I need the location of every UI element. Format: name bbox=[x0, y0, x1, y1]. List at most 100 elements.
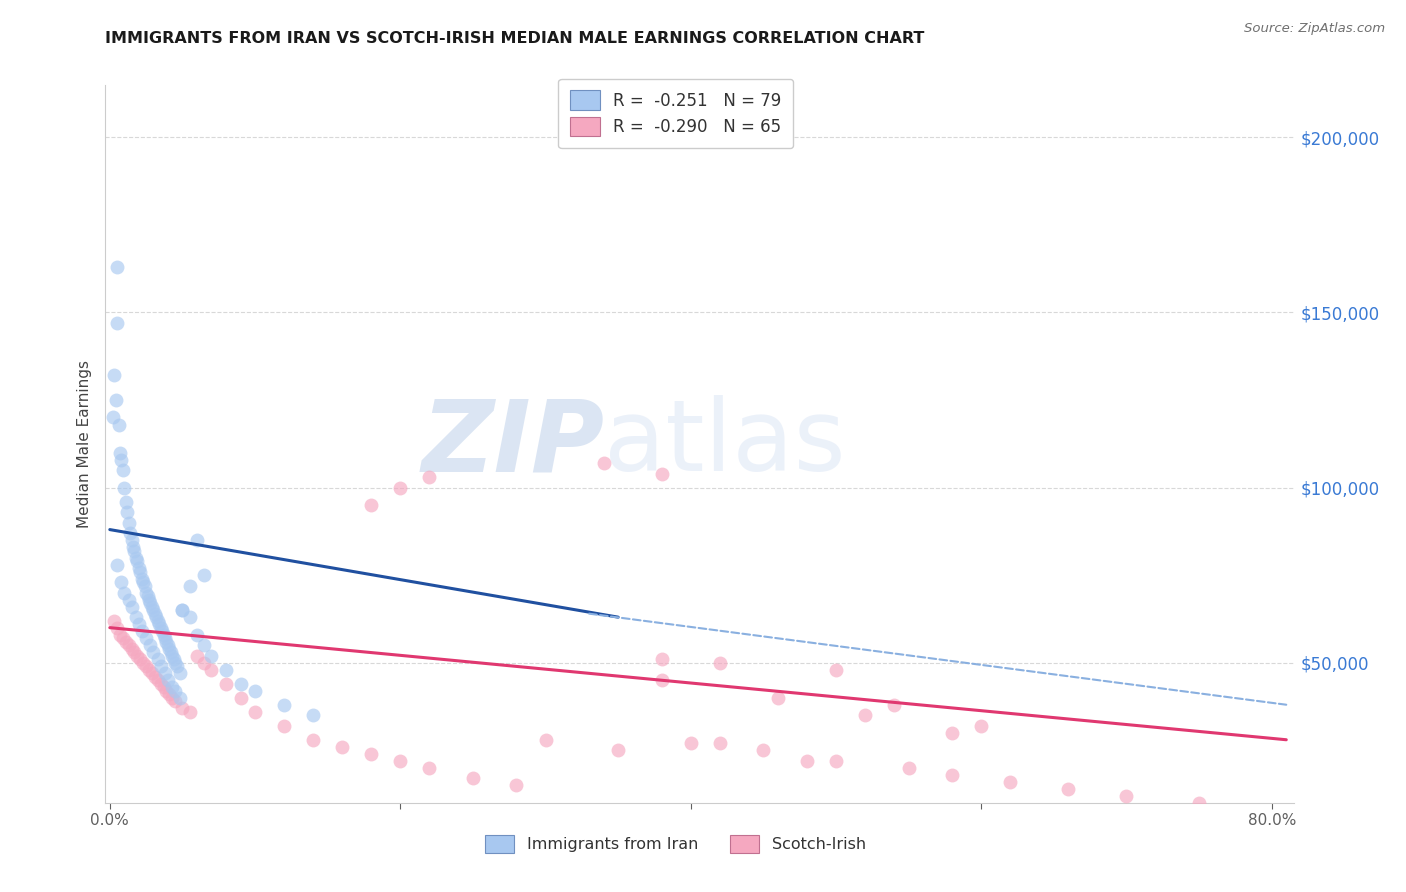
Point bbox=[186, 533, 208, 547]
Point bbox=[1000, 774, 1022, 789]
Point bbox=[162, 680, 184, 694]
Point bbox=[108, 628, 131, 642]
Point bbox=[766, 690, 789, 705]
Point bbox=[172, 603, 194, 617]
Point bbox=[149, 676, 172, 690]
Point bbox=[135, 659, 157, 673]
Point bbox=[155, 683, 177, 698]
Point bbox=[169, 690, 191, 705]
Point bbox=[152, 680, 174, 694]
Point bbox=[112, 585, 135, 599]
Point bbox=[273, 698, 295, 712]
Point bbox=[193, 568, 215, 582]
Point bbox=[157, 641, 180, 656]
Point bbox=[124, 645, 146, 659]
Point bbox=[172, 701, 194, 715]
Point bbox=[128, 617, 150, 632]
Point bbox=[132, 656, 155, 670]
Point bbox=[163, 652, 186, 666]
Point bbox=[1057, 781, 1080, 796]
Point bbox=[152, 628, 174, 642]
Point bbox=[153, 631, 176, 645]
Point bbox=[103, 614, 125, 628]
Point bbox=[150, 624, 173, 639]
Point bbox=[125, 550, 148, 565]
Point bbox=[121, 599, 143, 614]
Point bbox=[128, 561, 150, 575]
Point bbox=[162, 690, 184, 705]
Point bbox=[120, 526, 142, 541]
Point bbox=[118, 516, 141, 530]
Point bbox=[121, 641, 143, 656]
Point bbox=[124, 543, 146, 558]
Point bbox=[215, 676, 238, 690]
Point bbox=[709, 736, 731, 750]
Point bbox=[105, 558, 128, 572]
Point bbox=[155, 634, 177, 648]
Point bbox=[273, 719, 295, 733]
Point bbox=[142, 603, 165, 617]
Point bbox=[141, 599, 163, 614]
Point bbox=[461, 772, 484, 786]
Point bbox=[651, 652, 673, 666]
Point bbox=[193, 638, 215, 652]
Point bbox=[186, 628, 208, 642]
Point bbox=[105, 260, 128, 274]
Point bbox=[651, 673, 673, 688]
Point bbox=[139, 638, 162, 652]
Point bbox=[165, 656, 187, 670]
Point bbox=[103, 368, 125, 383]
Point bbox=[360, 747, 382, 761]
Point bbox=[418, 761, 440, 775]
Point bbox=[149, 621, 172, 635]
Point bbox=[302, 732, 325, 747]
Point bbox=[825, 754, 848, 768]
Point bbox=[148, 617, 170, 632]
Point bbox=[114, 494, 136, 508]
Point bbox=[592, 456, 614, 470]
Point bbox=[883, 698, 905, 712]
Point bbox=[607, 743, 630, 757]
Point bbox=[229, 690, 252, 705]
Point bbox=[796, 754, 818, 768]
Point bbox=[108, 445, 131, 459]
Point bbox=[111, 463, 134, 477]
Point bbox=[104, 392, 127, 407]
Point bbox=[941, 725, 963, 739]
Point bbox=[159, 645, 181, 659]
Point bbox=[114, 634, 136, 648]
Point bbox=[897, 761, 920, 775]
Point bbox=[145, 610, 167, 624]
Point bbox=[127, 648, 149, 663]
Point bbox=[135, 585, 157, 599]
Point bbox=[142, 645, 165, 659]
Point bbox=[229, 676, 252, 690]
Point bbox=[165, 694, 187, 708]
Point bbox=[651, 467, 673, 481]
Point bbox=[105, 621, 128, 635]
Point bbox=[200, 648, 222, 663]
Point bbox=[1115, 789, 1137, 803]
Point bbox=[157, 687, 180, 701]
Point bbox=[1188, 796, 1211, 810]
Point bbox=[131, 572, 153, 586]
Point bbox=[166, 659, 188, 673]
Point bbox=[125, 610, 148, 624]
Point bbox=[105, 316, 128, 330]
Point bbox=[389, 481, 412, 495]
Point bbox=[215, 663, 238, 677]
Point bbox=[165, 683, 187, 698]
Point bbox=[752, 743, 775, 757]
Point bbox=[143, 670, 166, 684]
Point bbox=[112, 481, 135, 495]
Point bbox=[169, 666, 191, 681]
Point bbox=[136, 589, 159, 603]
Point bbox=[179, 705, 201, 719]
Point bbox=[162, 648, 184, 663]
Point bbox=[193, 656, 215, 670]
Point bbox=[534, 732, 557, 747]
Point bbox=[156, 638, 179, 652]
Text: IMMIGRANTS FROM IRAN VS SCOTCH-IRISH MEDIAN MALE EARNINGS CORRELATION CHART: IMMIGRANTS FROM IRAN VS SCOTCH-IRISH MED… bbox=[105, 31, 925, 46]
Point bbox=[139, 596, 162, 610]
Point bbox=[122, 540, 145, 554]
